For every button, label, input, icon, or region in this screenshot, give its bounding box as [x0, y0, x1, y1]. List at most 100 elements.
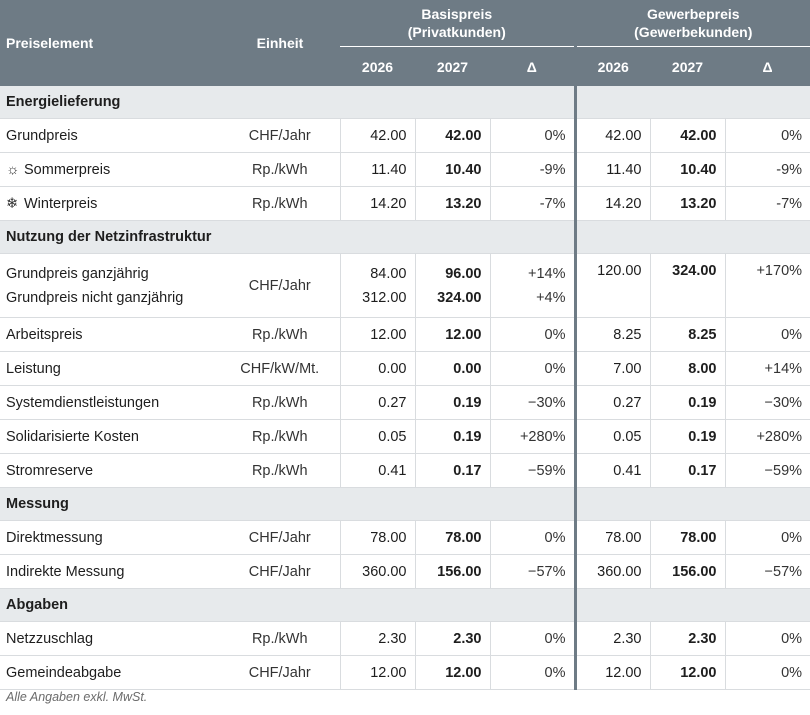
row-name: Netzzuschlag [0, 621, 220, 656]
section-fill [573, 220, 810, 254]
table-row: Stromreserve Rp./kWh 0.41 0.17 −59% 0.41… [0, 453, 810, 488]
basis-2027: 0.19 [414, 385, 490, 420]
row-unit: Rp./kWh [220, 317, 340, 352]
footnote: Alle Angaben exkl. MwSt. [6, 690, 148, 704]
gewerbe-delta: 0% [724, 520, 810, 555]
section-energielieferung: Energielieferung [0, 86, 810, 119]
gewerbe-2027: 0.19 [649, 385, 725, 420]
header-gewerbepreis-line2: (Gewerbekunden) [634, 24, 753, 40]
gewerbe-2027: 0.19 [649, 419, 725, 454]
section-netzinfrastruktur: Nutzung der Netzinfrastruktur [0, 220, 810, 254]
row-unit: CHF/Jahr [220, 118, 340, 153]
section-messung: Messung [0, 487, 810, 521]
row-name-cell: ❄ Winterpreis [0, 186, 220, 221]
basis-2027: 324.00 [437, 289, 482, 306]
basis-delta: 0% [489, 655, 575, 690]
gewerbe-2027: 78.00 [649, 520, 725, 555]
basis-2027-cell: 96.00 324.00 [414, 253, 490, 318]
basis-2026: 12.00 [339, 317, 415, 352]
row-unit: Rp./kWh [220, 621, 340, 656]
basis-2026: 78.00 [339, 520, 415, 555]
table-row: Systemdienstleistungen Rp./kWh 0.27 0.19… [0, 385, 810, 420]
gewerbe-2027: 0.17 [649, 453, 725, 488]
gewerbe-delta: +280% [724, 419, 810, 454]
basis-2027: 96.00 [445, 265, 482, 282]
gewerbe-delta: −30% [724, 385, 810, 420]
gewerbe-2026: 120.00 [597, 263, 642, 279]
table-row: ❄ Winterpreis Rp./kWh 14.20 13.20 -7% 14.… [0, 186, 810, 221]
basis-2027: 2.30 [414, 621, 490, 656]
basis-delta: 0% [489, 118, 575, 153]
row-name: Gemeindeabgabe [0, 655, 220, 690]
row-name: Arbeitspreis [0, 317, 220, 352]
basis-2026: 360.00 [339, 554, 415, 589]
row-unit: Rp./kWh [220, 385, 340, 420]
table-row: Grundpreis CHF/Jahr 42.00 42.00 0% 42.00… [0, 118, 810, 153]
header-basis-2026: 2026 [340, 46, 415, 86]
basis-delta: 0% [489, 351, 575, 386]
table-row: Indirekte Messung CHF/Jahr 360.00 156.00… [0, 554, 810, 589]
basis-2026: 84.00 [370, 265, 407, 282]
basis-2026: 14.20 [339, 186, 415, 221]
gewerbe-delta: 0% [724, 317, 810, 352]
basis-2026: 42.00 [339, 118, 415, 153]
gewerbe-2027: 2.30 [649, 621, 725, 656]
basis-delta: -9% [489, 152, 575, 187]
gewerbe-2026: 360.00 [573, 554, 650, 589]
row-unit: CHF/Jahr [220, 520, 340, 555]
gewerbe-delta: 0% [724, 118, 810, 153]
section-fill [573, 86, 810, 119]
gewerbe-2026: 2.30 [573, 621, 650, 656]
basis-2027: 78.00 [414, 520, 490, 555]
basis-2027: 156.00 [414, 554, 490, 589]
basis-delta: −59% [489, 453, 575, 488]
row-name: Solidarisierte Kosten [0, 419, 220, 454]
basis-2027: 0.17 [414, 453, 490, 488]
sun-icon: ☼ [6, 161, 20, 178]
row-unit: CHF/kW/Mt. [220, 351, 340, 386]
gewerbe-2027: 8.25 [649, 317, 725, 352]
section-title: Abgaben [0, 588, 575, 622]
gewerbe-2026-cell: 120.00 [573, 253, 650, 318]
basis-2026: 0.05 [339, 419, 415, 454]
row-unit: Rp./kWh [220, 419, 340, 454]
basis-2026: 11.40 [339, 152, 415, 187]
row-unit: Rp./kWh [220, 453, 340, 488]
gewerbe-2026: 0.27 [573, 385, 650, 420]
section-title: Nutzung der Netzinfrastruktur [0, 220, 575, 254]
gewerbe-delta-cell: +170% [724, 253, 810, 318]
gewerbe-delta: -7% [724, 186, 810, 221]
basis-2027: 0.19 [414, 419, 490, 454]
basis-2027: 13.20 [414, 186, 490, 221]
gewerbe-2027: 10.40 [649, 152, 725, 187]
gewerbe-2027: 324.00 [672, 263, 717, 279]
basis-delta: -7% [489, 186, 575, 221]
basis-delta: 0% [489, 520, 575, 555]
gewerbe-delta: -9% [724, 152, 810, 187]
basis-delta-cell: +14% +4% [489, 253, 575, 318]
header-basispreis: Basispreis (Privatkunden) [340, 0, 575, 47]
row-name: Leistung [0, 351, 220, 386]
gewerbe-2026: 8.25 [573, 317, 650, 352]
row-unit: CHF/Jahr [220, 253, 340, 318]
header-basis-2027: 2027 [415, 46, 490, 86]
table-row: ☼ Sommerpreis Rp./kWh 11.40 10.40 -9% 11.… [0, 152, 810, 187]
header-gewerbe-delta: Δ [725, 46, 810, 86]
row-name: Sommerpreis [24, 161, 111, 178]
table-row-grundpreis: Grundpreis ganzjährig Grundpreis nicht g… [0, 253, 810, 318]
table-row: Leistung CHF/kW/Mt. 0.00 0.00 0% 7.00 8.… [0, 351, 810, 386]
table-row: Netzzuschlag Rp./kWh 2.30 2.30 0% 2.30 2… [0, 621, 810, 656]
table-row: Solidarisierte Kosten Rp./kWh 0.05 0.19 … [0, 419, 810, 454]
basis-delta: +280% [489, 419, 575, 454]
header-gewerbepreis-line1: Gewerbepreis [646, 6, 740, 22]
basis-delta: −30% [489, 385, 575, 420]
gewerbe-2026: 42.00 [573, 118, 650, 153]
header-gewerbe-2027: 2027 [650, 46, 725, 86]
row-name: Indirekte Messung [0, 554, 220, 589]
table-row: Gemeindeabgabe CHF/Jahr 12.00 12.00 0% 1… [0, 655, 810, 690]
gewerbe-2026: 78.00 [573, 520, 650, 555]
gewerbe-delta: +170% [756, 263, 803, 279]
header-unit: Einheit [220, 0, 340, 86]
header-basis-delta: Δ [490, 46, 575, 86]
